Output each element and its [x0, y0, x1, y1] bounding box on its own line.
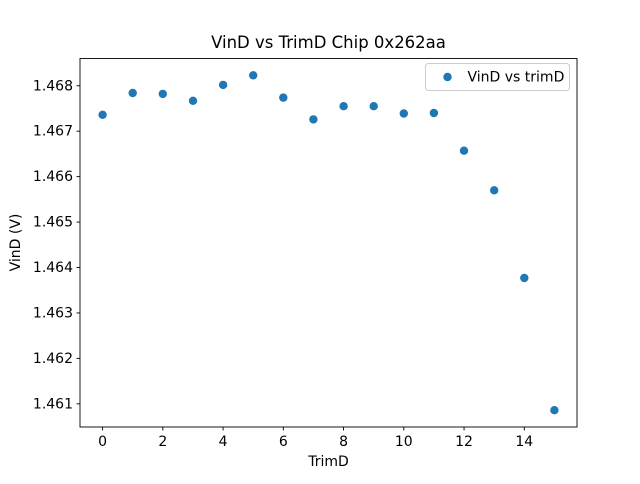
y-tick-label: 1.465 — [33, 215, 73, 231]
y-tick-label: 1.461 — [33, 396, 73, 412]
legend: VinD vs trimD — [425, 63, 570, 91]
y-axis-label: VinD (V) — [8, 214, 24, 272]
data-point — [369, 102, 378, 111]
x-axis-ticks: 0 2 4 6 8 10 12 14 — [98, 427, 533, 450]
x-tick-label: 6 — [279, 434, 288, 450]
legend-marker-icon — [443, 72, 452, 82]
data-point — [490, 186, 499, 195]
x-tick-label: 4 — [219, 434, 228, 450]
y-tick-label: 1.467 — [33, 124, 73, 140]
data-point — [339, 102, 348, 111]
data-point — [218, 80, 228, 90]
y-axis-ticks: 1.461 1.462 1.463 1.464 1.465 1.466 1.467 1.468 — [33, 78, 80, 412]
plot-area — [79, 58, 578, 428]
y-tick-label: 1.468 — [33, 78, 73, 94]
legend-box — [425, 63, 570, 91]
data-point — [188, 96, 198, 106]
data-point — [279, 93, 288, 102]
data-points — [98, 71, 559, 415]
y-tick-label: 1.462 — [33, 351, 73, 367]
data-point — [249, 71, 258, 80]
chart-title: VinD vs TrimD Chip 0x262aa — [211, 33, 446, 52]
data-point — [429, 108, 439, 118]
legend-label: VinD vs trimD — [468, 70, 565, 86]
data-point — [520, 273, 529, 283]
data-point — [550, 406, 559, 415]
data-point — [158, 89, 167, 99]
y-tick-label: 1.466 — [33, 169, 73, 185]
data-point — [98, 110, 107, 120]
x-axis-label: TrimD — [307, 454, 349, 470]
x-tick-label: 8 — [339, 434, 348, 450]
data-point — [399, 109, 408, 118]
x-tick-label: 10 — [395, 434, 413, 450]
data-point — [459, 146, 469, 155]
x-tick-label: 2 — [158, 434, 167, 450]
y-tick-label: 1.463 — [33, 305, 73, 321]
x-tick-label: 0 — [98, 434, 107, 450]
data-point — [309, 115, 318, 124]
y-tick-label: 1.464 — [33, 260, 73, 276]
x-tick-label: 14 — [515, 434, 533, 450]
x-tick-label: 12 — [455, 434, 473, 450]
data-point — [128, 88, 137, 98]
